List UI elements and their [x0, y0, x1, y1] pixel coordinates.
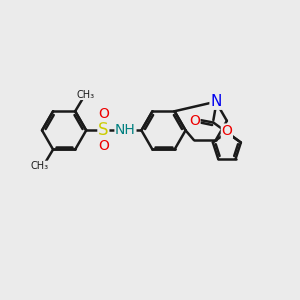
Text: NH: NH: [115, 123, 136, 137]
Text: O: O: [98, 139, 109, 153]
Text: S: S: [98, 122, 109, 140]
Text: CH₃: CH₃: [76, 90, 94, 100]
Text: CH₃: CH₃: [31, 161, 49, 171]
Text: O: O: [221, 124, 232, 138]
Text: N: N: [210, 94, 221, 109]
Text: O: O: [98, 107, 109, 122]
Text: O: O: [189, 114, 200, 128]
